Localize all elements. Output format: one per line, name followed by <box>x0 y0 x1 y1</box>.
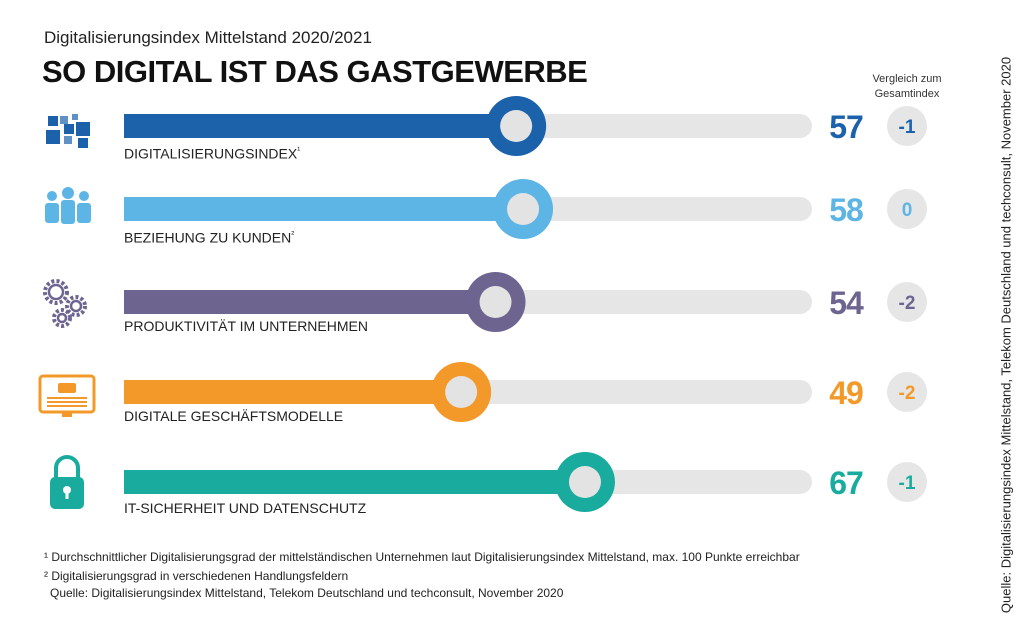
lock-icon <box>50 455 84 509</box>
block <box>76 122 90 136</box>
category-text: DIGITALE GESCHÄFTSMODELLE <box>124 408 344 424</box>
block <box>48 116 58 126</box>
gear <box>52 308 72 328</box>
bar-fill <box>124 380 462 404</box>
line <box>47 405 87 407</box>
category-text: IT-SICHERHEIT UND DATENSCHUTZ <box>124 500 367 516</box>
category-label: DIGITALE GESCHÄFTSMODELLE <box>124 408 343 424</box>
source-note: Quelle: Digitalisierungsindex Mittelstan… <box>50 586 564 600</box>
category-text: BEZIEHUNG ZU KUNDEN <box>124 229 292 246</box>
head <box>79 191 89 201</box>
comparison-circle <box>887 372 927 412</box>
footnote-2: ² Digitalisierungsgrad in verschiedenen … <box>44 569 349 583</box>
bar-fill <box>124 290 496 314</box>
value-label: 54 <box>829 285 864 321</box>
blocks-icon <box>46 114 90 148</box>
value-label: 58 <box>829 192 863 228</box>
knob-center <box>500 110 533 142</box>
body <box>77 203 91 223</box>
block <box>64 124 74 134</box>
knob-center <box>445 376 478 408</box>
footnote-1: ¹ Durchschnittlicher Digitalisierungsgra… <box>44 550 800 564</box>
comparison-header: Vergleich zum Gesamtindex <box>872 73 942 100</box>
line <box>47 401 87 403</box>
people-icon <box>45 187 91 224</box>
chart-title: SO DIGITAL IST DAS GASTGEWERBE <box>42 54 588 89</box>
block <box>78 138 88 148</box>
bar-fill <box>124 197 524 221</box>
gear-ring <box>56 312 68 324</box>
comparison-value: -2 <box>899 383 916 404</box>
shackle <box>54 455 80 478</box>
block <box>46 130 60 144</box>
block <box>64 136 72 144</box>
body <box>45 203 59 223</box>
gears-icon <box>43 279 87 328</box>
stand <box>62 412 72 417</box>
knob-center <box>479 286 512 318</box>
gear-ring <box>69 299 83 313</box>
comparison-value: -1 <box>899 117 916 138</box>
bar-fill <box>124 114 517 138</box>
line <box>47 397 87 399</box>
comparison-value: -1 <box>899 473 916 494</box>
head <box>47 191 57 201</box>
bar-fill <box>124 470 585 494</box>
gear <box>43 279 69 305</box>
category-text: PRODUKTIVITÄT IM UNTERNEHMEN <box>124 318 368 334</box>
gear <box>65 295 87 317</box>
block <box>60 116 68 124</box>
keyhole-slot <box>65 490 69 499</box>
comparison-circle <box>887 106 927 146</box>
category-label: IT-SICHERHEIT UND DATENSCHUTZ <box>124 500 366 516</box>
body <box>61 200 75 224</box>
comparison-circle <box>887 189 927 229</box>
block <box>72 114 78 120</box>
value-label: 67 <box>829 465 863 501</box>
knob-center <box>568 466 601 498</box>
footnote-mark: ¹ <box>297 145 301 155</box>
footnote-mark: ² <box>291 229 295 239</box>
category-text: DIGITALISIERUNGSINDEX <box>124 145 298 162</box>
monitor-icon <box>38 374 96 417</box>
category-label: PRODUKTIVITÄT IM UNTERNEHMEN <box>124 318 368 334</box>
head <box>62 187 74 199</box>
comparison-circle <box>887 282 927 322</box>
comparison-value: 0 <box>902 200 913 221</box>
window <box>58 383 76 393</box>
category-label: DIGITALISIERUNGSINDEX¹ <box>124 145 300 162</box>
vertical-source: Quelle: Digitalisierungsindex Mittelstan… <box>998 56 1014 614</box>
category-label: BEZIEHUNG ZU KUNDEN² <box>124 229 294 246</box>
value-label: 49 <box>829 375 863 411</box>
knob-center <box>507 193 540 225</box>
comparison-value: -2 <box>899 293 916 314</box>
value-label: 57 <box>829 109 863 145</box>
subtitle: Digitalisierungsindex Mittelstand 2020/2… <box>44 28 372 47</box>
comparison-circle <box>887 462 927 502</box>
gear-ring <box>47 283 65 301</box>
